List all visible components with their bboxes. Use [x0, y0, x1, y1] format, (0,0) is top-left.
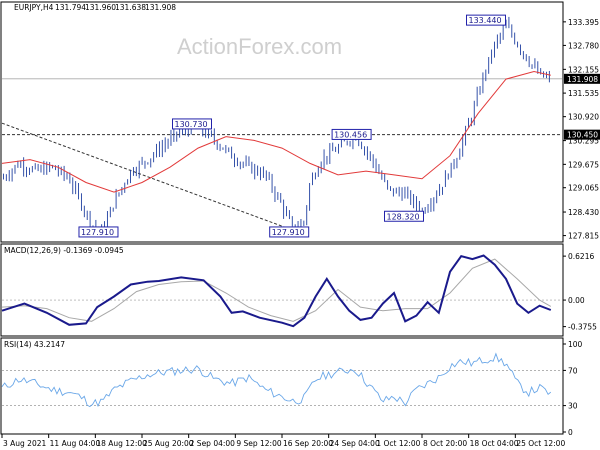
x-tick-label: 11 Aug 04:00: [50, 439, 101, 448]
x-tick-label: 16 Sep 20:00: [283, 439, 333, 448]
y-tick-label: 100: [568, 340, 583, 349]
low-value: 131.638: [115, 3, 146, 12]
y-tick-label: -0.3755: [568, 323, 597, 332]
x-tick-label: 1 Oct 12:00: [376, 439, 420, 448]
y-tick-label: 131.535: [568, 89, 599, 98]
price-marker-label: 130.450: [567, 131, 598, 140]
macd-header: MACD(12,26,9) -0.1369 -0.0945: [4, 246, 124, 255]
y-tick-label: 129.065: [568, 184, 599, 193]
price-annotation-box: [172, 118, 212, 130]
price-annotation-label: 130.456: [334, 130, 367, 139]
y-tick-label: 0: [568, 428, 573, 437]
y-tick-label: 132.155: [568, 65, 599, 74]
rsi-line: [1, 352, 552, 408]
price-annotation-label: 128.320: [387, 212, 420, 221]
x-tick-label: 9 Sep 12:00: [236, 439, 282, 448]
y-tick-label: 70: [568, 366, 578, 375]
price-annotation-label: 133.440: [469, 16, 502, 25]
y-tick-label: 128.430: [568, 208, 599, 217]
y-tick-label: 0.00: [568, 296, 585, 305]
price-marker-box: [564, 129, 600, 140]
price-annotation-label: 127.910: [272, 228, 305, 237]
macd-panel: [0, 243, 564, 337]
y-tick-label: 132.780: [568, 41, 599, 50]
x-tick-label: 2 Sep 04:00: [190, 439, 236, 448]
y-tick-label: 0.6216: [568, 252, 594, 261]
x-tick-label: 3 Aug 2021: [3, 439, 46, 448]
y-tick-label: 133.395: [568, 18, 599, 27]
x-tick-label: 18 Aug 12:00: [96, 439, 147, 448]
macd-line: [1, 254, 552, 328]
price-annotation-label: 127.910: [81, 228, 114, 237]
price-annotation-box: [331, 128, 372, 140]
price-annotation-box: [269, 226, 310, 238]
y-tick-label: 130.920: [568, 113, 599, 122]
open-value: 131.794: [55, 3, 86, 12]
x-tick-label: 18 Oct 04:00: [470, 439, 519, 448]
trend-line: [1, 122, 299, 233]
y-tick-label: 129.675: [568, 160, 599, 169]
y-tick-label: 130.295: [568, 137, 599, 146]
price-header: EURJPY,H4 131.794 131.960 131.638 131.90…: [14, 3, 176, 12]
price-annotation-box: [78, 226, 119, 238]
x-tick-label: 25 Aug 20:00: [143, 439, 194, 448]
price-annotation-label: 130.730: [175, 120, 208, 129]
x-tick-label: 25 Oct 12:00: [516, 439, 565, 448]
price-marker-label: 131.908: [567, 75, 598, 84]
close-value: 131.908: [145, 3, 176, 12]
price-annotation-box: [466, 14, 506, 26]
moving-average-line: [1, 70, 551, 193]
x-tick-label: 8 Oct 20:00: [423, 439, 467, 448]
high-value: 131.960: [85, 3, 116, 12]
y-tick-label: 30: [568, 402, 578, 411]
price-marker-box: [564, 73, 600, 84]
y-tick-label: 127.815: [568, 232, 599, 241]
x-tick-label: 24 Sep 04:00: [330, 439, 380, 448]
price-annotation-box: [384, 210, 424, 222]
watermark: ActionForex.com: [177, 34, 342, 59]
price-panel: [0, 1, 564, 243]
rsi-header: RSI(14) 43.2147: [4, 340, 65, 349]
symbol-label: EURJPY,H4: [14, 3, 54, 12]
macd-signal-line: [1, 258, 552, 322]
